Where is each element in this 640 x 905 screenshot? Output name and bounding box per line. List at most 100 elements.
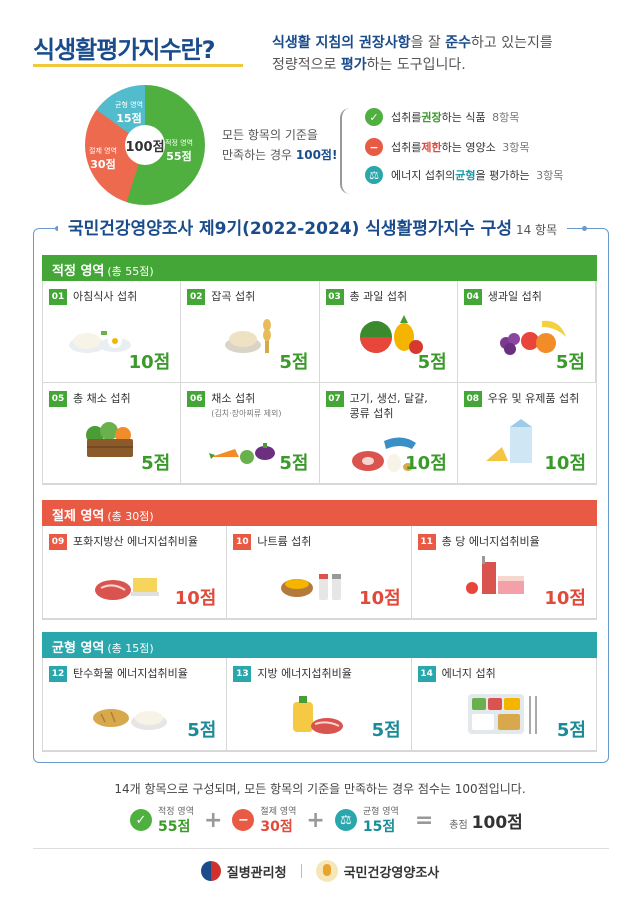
footer-divider xyxy=(33,848,609,849)
item-number: 12 xyxy=(49,666,67,682)
intro-highlight-3: 평가 xyxy=(340,57,367,73)
item-score: 10점 xyxy=(128,351,171,373)
category-title: 적정 영역 xyxy=(52,264,105,279)
item-card-08: 08 우유 및 유제품 섭취 10점 xyxy=(457,383,596,484)
item-name: 총 채소 섭취 xyxy=(73,391,131,405)
item-name: 포화지방산 에너지섭취비율 xyxy=(73,535,198,548)
item-card-03: 03 총 과일 섭취 5점 xyxy=(319,281,458,383)
intro-text-3: 정량적으로 xyxy=(272,57,341,73)
pie-label-balance: 균형 영역 15점 xyxy=(115,99,143,125)
check-icon: ✓ xyxy=(130,809,152,831)
score-pie-chart: 균형 영역 15점 절제 영역 30점 적정 영역 55점 100점 xyxy=(85,85,205,205)
brace-divider xyxy=(340,108,354,194)
summary-label: 균형 영역 xyxy=(362,807,399,817)
summary-score: 15점 xyxy=(362,819,396,835)
legend-count: 8항목 xyxy=(492,111,520,124)
item-card-11: 11 총 당 에너지섭취비율 10점 xyxy=(411,526,596,619)
item-name: 아침식사 섭취 xyxy=(73,290,138,303)
item-name: 생과일 섭취 xyxy=(487,290,542,303)
item-name: 탄수화물 에너지섭취비율 xyxy=(73,667,188,680)
legend-text: 하는 식품 xyxy=(441,111,486,124)
scale-icon: ⚖ xyxy=(365,166,383,184)
item-name: 지방 에너지섭취비율 xyxy=(257,667,352,680)
oil-icon xyxy=(293,696,344,734)
summary-restrict: − 절제 영역 30점 xyxy=(232,806,296,834)
grain-icon xyxy=(225,319,272,353)
minus-icon: − xyxy=(365,138,383,156)
legend-recommend: ✓ 섭취를 권장 하는 식품 8항목 xyxy=(365,108,519,126)
pie-area-adequate: 적정 영역 xyxy=(165,139,193,147)
footer-org-kdca: 질병관리청 xyxy=(226,865,287,881)
pie-label-adequate: 적정 영역 55점 xyxy=(165,137,193,163)
item-number: 09 xyxy=(49,534,67,550)
item-name: 나트륨 섭취 xyxy=(257,535,312,548)
fat-icon xyxy=(95,578,159,600)
meal-tray-icon xyxy=(467,694,537,734)
item-number: 07 xyxy=(325,390,344,407)
legend-balance: ⚖ 에너지 섭취의 균형 을 평가하는 3항목 xyxy=(365,166,563,184)
summary-label: 절제 영역 xyxy=(260,807,297,817)
item-note: (김치·장아찌류 제외) xyxy=(211,408,282,418)
item-name-line2: 콩류 섭취 xyxy=(349,406,394,420)
item-card-06: 06 채소 섭취 (김치·장아찌류 제외) 5점 xyxy=(181,382,320,484)
pie-description: 모든 항목의 기준을 만족하는 경우 100점! xyxy=(222,125,337,165)
item-name: 총 당 에너지섭취비율 xyxy=(441,535,540,548)
item-score: 5점 xyxy=(371,720,401,741)
legend-count: 3항목 xyxy=(536,169,564,182)
item-number: 13 xyxy=(233,666,252,682)
vegetable-icon xyxy=(209,442,276,464)
check-icon: ✓ xyxy=(365,108,383,126)
pie-score-balance: 15점 xyxy=(116,112,142,125)
legend-restrict: − 섭취를 제한 하는 영양소 3항목 xyxy=(365,138,529,156)
item-score: 5점 xyxy=(279,453,309,474)
category-adequate-grid: 01 아침식사 섭취 10점 02 잡곡 섭취 5점 03 총 과일 섭취 5점… xyxy=(42,281,597,485)
equals-icon: = xyxy=(414,807,434,833)
footer-org-knhanes: 국민건강영양조사 xyxy=(343,865,440,881)
item-name-line1: 고기, 생선, 달걀, xyxy=(349,391,428,405)
item-card-12: 12 탄수화물 에너지섭취비율 5점 xyxy=(43,658,228,751)
pie-label-restrict: 절제 영역 30점 xyxy=(89,145,117,171)
summary-adequate: ✓ 적정 영역 55점 xyxy=(130,806,194,834)
summary-label: 적정 영역 xyxy=(158,807,194,817)
legend-keyword: 권장 xyxy=(421,111,442,124)
scale-icon: ⚖ xyxy=(334,809,357,831)
intro-text-4: 하는 도구입니다. xyxy=(366,57,466,73)
summary-score: 30점 xyxy=(260,819,293,835)
category-title: 균형 영역 xyxy=(52,641,105,656)
pie-score-restrict: 30점 xyxy=(90,158,116,171)
frame-dot xyxy=(582,226,587,231)
summary-text: 14개 항목으로 구성되며, 모든 항목의 기준을 만족하는 경우 점수는 10… xyxy=(114,782,526,796)
category-restrict-grid: 09 포화지방산 에너지섭취비율 10점 10 나트륨 섭취 10점 11 총 … xyxy=(42,526,597,620)
item-name: 우유 및 유제품 섭취 xyxy=(487,391,580,405)
item-card-04: 04 생과일 섭취 5점 xyxy=(457,281,596,383)
carb-icon xyxy=(93,709,167,730)
item-name: 에너지 섭취 xyxy=(441,667,496,680)
item-name: 채소 섭취 xyxy=(211,391,256,405)
item-score: 10점 xyxy=(174,588,217,609)
breakfast-icon xyxy=(69,331,131,353)
plus-icon: + xyxy=(306,807,325,833)
pie-score-adequate: 55점 xyxy=(166,150,192,163)
category-balance-header: 균형 영역 (총 15점) xyxy=(42,632,597,658)
item-score: 10점 xyxy=(544,588,586,609)
total-score: 100점 xyxy=(471,812,523,833)
section-item-count: 14 항목 xyxy=(515,223,558,237)
item-score: 5점 xyxy=(555,351,585,373)
item-card-14: 14 에너지 섭취 5점 xyxy=(411,658,596,751)
intro-highlight-2: 준수 xyxy=(445,35,471,51)
frame-dot xyxy=(55,226,60,231)
item-name: 잡곡 섭취 xyxy=(211,290,256,303)
protein-icon xyxy=(351,436,416,472)
pie-area-restrict: 절제 영역 xyxy=(89,147,117,155)
total-label: 총점 xyxy=(449,819,468,831)
page-title: 식생활평가지수란? xyxy=(33,36,216,64)
item-score: 5점 xyxy=(187,720,217,741)
intro-text-1: 을 잘 xyxy=(410,35,446,51)
pie-desc-line1: 모든 항목의 기준을 xyxy=(222,128,318,142)
pie-desc-highlight: 100점! xyxy=(295,148,338,162)
item-number: 04 xyxy=(463,289,482,305)
category-total: (총 30점) xyxy=(107,510,154,523)
kdca-logo-icon xyxy=(200,861,221,881)
item-score: 5점 xyxy=(417,351,447,373)
item-number: 02 xyxy=(187,289,206,305)
